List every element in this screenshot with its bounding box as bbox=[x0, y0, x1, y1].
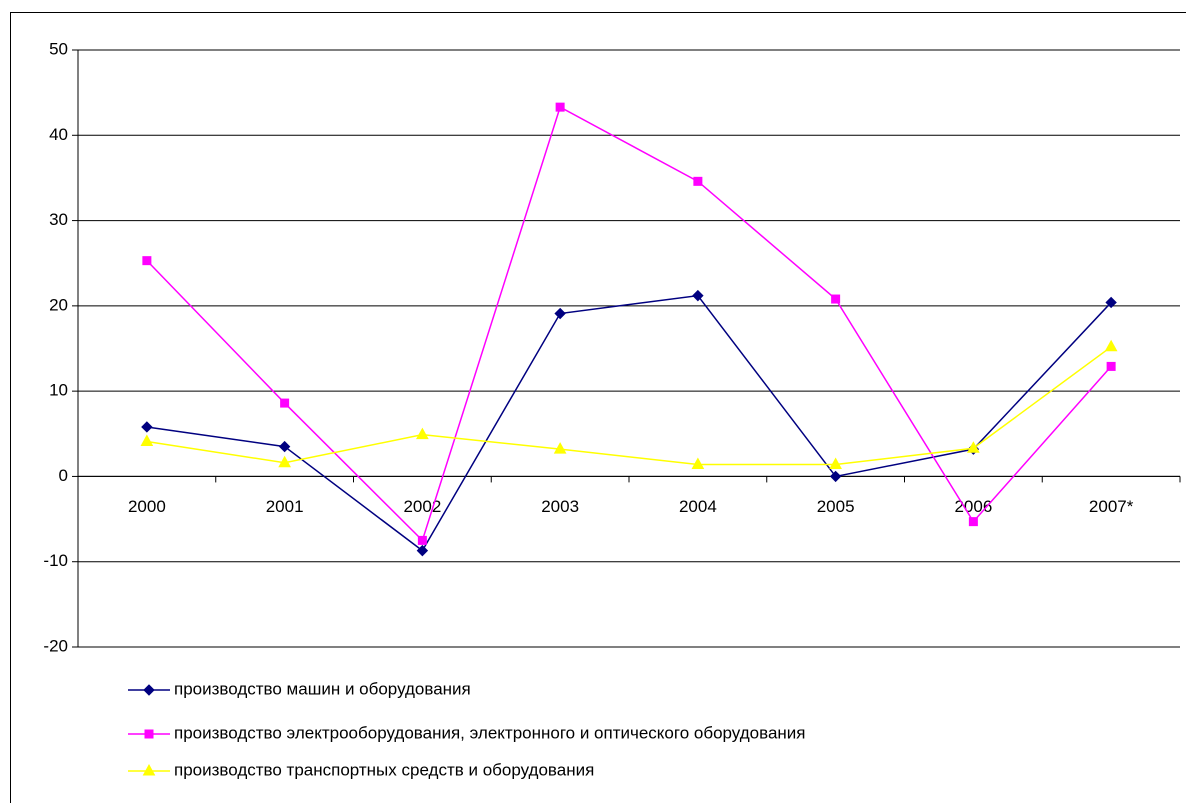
y-tick-label: 0 bbox=[59, 466, 68, 485]
marker bbox=[140, 434, 154, 446]
marker bbox=[280, 398, 290, 408]
y-tick-label: 20 bbox=[49, 295, 68, 314]
x-tick-label: 2000 bbox=[128, 497, 166, 516]
marker bbox=[691, 457, 705, 469]
marker bbox=[1106, 361, 1116, 371]
marker bbox=[416, 427, 429, 440]
y-tick-label: 30 bbox=[49, 210, 68, 229]
marker bbox=[142, 763, 156, 776]
y-tick-label: -20 bbox=[43, 636, 68, 655]
series-line bbox=[146, 294, 1112, 552]
marker bbox=[553, 442, 567, 454]
marker bbox=[143, 684, 155, 696]
marker bbox=[968, 517, 978, 527]
marker bbox=[141, 421, 153, 433]
series-line bbox=[146, 106, 1112, 542]
chart-frame bbox=[10, 12, 1186, 803]
marker bbox=[1105, 296, 1117, 309]
legend-label: производство машин и оборудования bbox=[174, 679, 471, 698]
y-tick-label: -10 bbox=[43, 551, 68, 570]
marker bbox=[278, 455, 291, 468]
y-tick-label: 40 bbox=[49, 125, 68, 144]
x-tick-label: 2003 bbox=[541, 497, 579, 516]
marker bbox=[142, 256, 152, 266]
marker bbox=[1104, 339, 1118, 352]
marker bbox=[416, 544, 429, 557]
x-tick-label: 2007* bbox=[1089, 497, 1134, 516]
y-tick-label: 10 bbox=[49, 381, 68, 400]
series-line bbox=[146, 346, 1112, 466]
marker bbox=[278, 440, 291, 453]
marker bbox=[555, 102, 565, 112]
marker bbox=[967, 441, 980, 453]
legend-label: производство электрооборудования, электр… bbox=[174, 723, 806, 742]
marker bbox=[829, 470, 842, 483]
legend-label: производство транспортных средств и обор… bbox=[174, 760, 594, 779]
marker bbox=[692, 289, 704, 302]
x-tick-label: 2004 bbox=[679, 497, 717, 516]
marker bbox=[417, 535, 427, 545]
marker bbox=[144, 729, 154, 739]
marker bbox=[693, 176, 703, 186]
x-tick-label: 2005 bbox=[817, 497, 855, 516]
marker bbox=[831, 294, 841, 304]
marker bbox=[829, 457, 842, 469]
x-tick-label: 2001 bbox=[266, 497, 304, 516]
y-tick-label: 50 bbox=[49, 39, 68, 58]
marker bbox=[554, 307, 566, 320]
